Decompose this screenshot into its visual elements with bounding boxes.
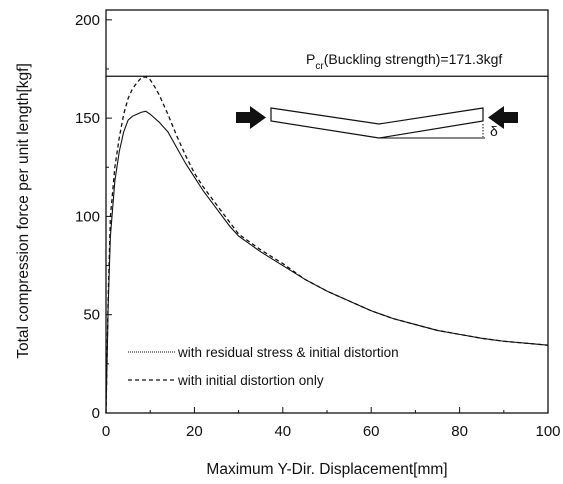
buckling-label-p: P [306, 51, 315, 67]
y-axis-title: Total compression force per unit length[… [15, 63, 32, 359]
series-line-initial-distortion [105, 76, 549, 414]
x-axis-title: Maximum Y-Dir. Displacement[mm] [206, 461, 447, 478]
buckled-plate-inset: δ [236, 106, 518, 139]
legend: with residual stress & initial distortio… [128, 345, 399, 388]
x-axis-ticks: 0 20 40 60 80 100 [102, 407, 561, 440]
x-tick-label: 100 [535, 423, 560, 440]
y-tick-label: 100 [75, 208, 100, 225]
buckling-label-rest: (Buckling strength)=171.3kgf [324, 51, 503, 67]
buckling-strength-label: Pcr(Buckling strength)=171.3kgf [306, 51, 502, 72]
y-tick-label: 0 [92, 405, 100, 422]
right-force-arrow-icon [488, 106, 518, 129]
legend-label-residual-stress: with residual stress & initial distortio… [177, 345, 399, 360]
legend-label-initial-distortion: with initial distortion only [177, 373, 324, 388]
delta-label: δ [490, 123, 498, 139]
buckled-plate-shape [270, 107, 484, 139]
y-tick-label: 150 [75, 110, 100, 127]
left-force-arrow-icon [236, 106, 266, 129]
y-tick-label: 50 [83, 307, 100, 324]
x-tick-label: 80 [451, 423, 468, 440]
x-tick-label: 0 [102, 423, 110, 440]
y-tick-label: 200 [75, 12, 100, 29]
x-tick-label: 40 [274, 423, 291, 440]
x-tick-label: 20 [186, 423, 203, 440]
buckling-label-sub: cr [315, 61, 324, 72]
x-tick-label: 60 [363, 423, 380, 440]
series-line-residual-stress [105, 110, 549, 414]
y-axis-ticks: 0 50 100 150 200 [75, 12, 112, 422]
